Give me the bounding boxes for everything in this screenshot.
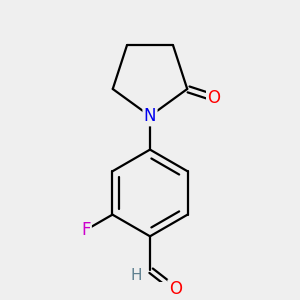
Text: O: O — [169, 280, 182, 298]
Text: F: F — [81, 221, 91, 239]
Text: O: O — [207, 88, 220, 106]
Text: N: N — [144, 107, 156, 125]
Text: H: H — [130, 268, 142, 283]
